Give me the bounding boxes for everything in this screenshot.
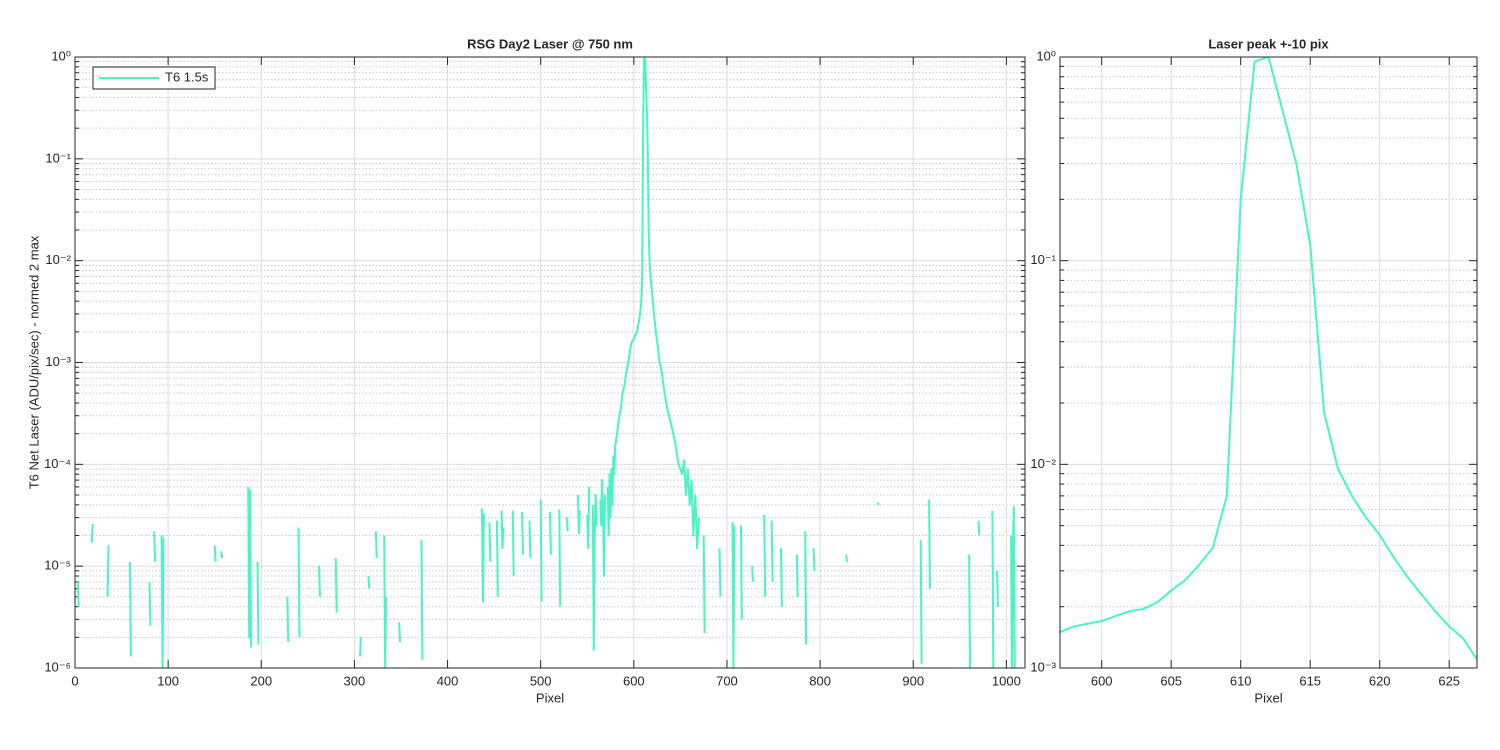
x-tick-label: 600 [623,673,645,688]
x-tick-label: 610 [1230,673,1252,688]
x-tick-label: 400 [437,673,459,688]
y-tick-label: 10⁰ [51,48,71,63]
y-tick-label: 10⁻³ [45,354,71,369]
y-tick-label: 10⁻³ [1030,659,1056,674]
x-tick-label: 100 [157,673,179,688]
x-tick-label: 200 [250,673,272,688]
x-tick-label: 900 [902,673,924,688]
x-tick-label: 605 [1160,673,1182,688]
x-tick-label: 500 [530,673,552,688]
x-tick-label: 615 [1299,673,1321,688]
y-tick-label: 10⁻⁴ [44,456,71,471]
y-tick-label: 10⁻⁶ [44,659,71,674]
x-tick-label: 300 [344,673,366,688]
plot-area [1060,57,1477,668]
x-axis-label: Pixel [536,690,564,705]
data-line [1060,57,1477,661]
axes-box [1059,56,1478,669]
chart-title: Laser peak +-10 pix [1208,36,1329,51]
y-tick-label: 10⁻¹ [1030,252,1056,267]
axes-box [74,56,1026,669]
x-tick-label: 625 [1438,673,1460,688]
x-tick-label: 700 [716,673,738,688]
x-tick-label: 1000 [992,673,1021,688]
legend-label: T6 1.5s [165,69,209,84]
y-tick-label: 10⁰ [1036,48,1056,63]
axes: 10⁻³ 10⁻² 10⁻¹ 10⁰ 600 605 610 615 620 625 Laser p… [1030,36,1478,705]
y-tick-label: 10⁻¹ [45,150,71,165]
y-axis-label: T6 Net Laser (ADU/pix/sec) - normed 2 ma… [26,235,41,489]
y-tick-label: 10⁻² [1030,456,1056,471]
y-tick-label: 10⁻² [45,252,71,267]
y-tick-label: 10⁻⁵ [44,558,71,573]
data-line [76,57,1016,668]
axes: 10⁻⁶ 10⁻⁵ 10⁻⁴ 10⁻³ 10⁻² 10⁻¹ 10⁰ 0 100 200 300 400… [26,36,1026,705]
x-axis-label: Pixel [1254,690,1282,705]
chart-title: RSG Day2 Laser @ 750 nm [467,36,633,51]
x-tick-label: 620 [1369,673,1391,688]
x-tick-label: 0 [71,673,78,688]
x-tick-label: 600 [1091,673,1113,688]
x-tick-label: 800 [809,673,831,688]
